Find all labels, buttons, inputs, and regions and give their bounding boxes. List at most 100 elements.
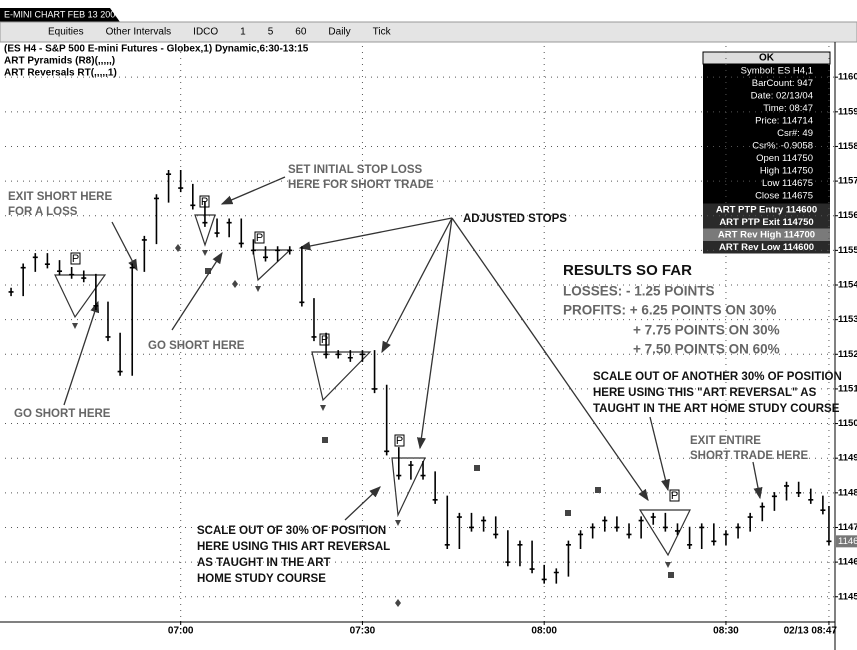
price-bar <box>553 568 559 584</box>
price-bar <box>808 488 814 504</box>
price-bar <box>238 218 244 248</box>
price-bar <box>408 460 414 480</box>
y-tick-label: 1152 <box>838 349 857 360</box>
price-bar <box>771 492 777 511</box>
price-bar <box>481 516 487 532</box>
price-bar <box>735 523 741 539</box>
price-bar <box>105 301 111 342</box>
info-study-row: ART PTP Exit 114750 <box>719 217 813 228</box>
y-tick-label: 1147 <box>838 522 857 533</box>
y-tick-label: 1146 <box>838 557 857 568</box>
svg-text:P: P <box>321 334 328 346</box>
price-bar <box>517 540 523 567</box>
toolbar-item: Daily <box>328 27 350 38</box>
info-study-row: ART PTP Entry 114600 <box>716 205 817 216</box>
info-row: Close 114675 <box>755 191 813 202</box>
svg-text:P: P <box>671 490 678 502</box>
window-tab <box>0 8 120 22</box>
x-tick-label: 07:30 <box>350 626 376 637</box>
y-tick-label: 1157 <box>838 176 857 187</box>
price-bar <box>166 170 172 203</box>
window-title: E-MINI CHART FEB 13 2004 <box>4 9 120 19</box>
price-bar <box>826 506 832 546</box>
svg-text:P: P <box>256 232 263 244</box>
y-tick-label: 1155 <box>838 245 857 256</box>
annotations: SET INITIAL STOP LOSS HERE FOR SHORT TRAD… <box>8 164 842 585</box>
y-tick-label: 1158 <box>838 141 857 152</box>
toolbar-items: Equities Other Intervals IDCO 1 5 60 Daily Tick <box>48 27 392 38</box>
y-tick-label: 1151 <box>838 383 857 394</box>
price-bar <box>747 512 753 532</box>
price-bar <box>565 540 571 577</box>
annotation: RESULTS SO FAR <box>563 262 692 279</box>
toolbar-item: Equities <box>48 27 84 38</box>
price-bar <box>638 516 644 539</box>
annotation: + 7.50 POINTS ON 60% <box>633 342 780 357</box>
price-bar <box>32 253 38 272</box>
y-tick-label: 1145 <box>838 591 857 602</box>
price-bar <box>699 523 705 549</box>
info-study-bg <box>703 228 830 241</box>
price-bar <box>723 530 729 546</box>
price-bar <box>796 481 802 497</box>
price-bar <box>614 516 620 532</box>
info-study-bg <box>703 216 830 229</box>
price-bar <box>444 495 450 549</box>
price-bar <box>178 170 184 193</box>
price-bar <box>602 516 608 532</box>
price-bar <box>505 530 511 567</box>
price-bar <box>299 246 305 307</box>
annotation: GO SHORT HERE <box>148 340 245 352</box>
price-bar <box>141 235 147 272</box>
svg-text:P: P <box>396 435 403 447</box>
toolbar-item: 1 <box>240 27 246 38</box>
annotation: GO SHORT HERE <box>14 408 111 420</box>
price-bar <box>226 218 232 238</box>
annotation: HERE USING THIS ART REVERSAL <box>197 541 390 553</box>
info-study-row: ART Rev Low 114600 <box>719 242 814 253</box>
y-tick-label: 1154 <box>838 280 857 291</box>
annotation: EXIT ENTIRE <box>690 435 761 447</box>
price-bar <box>311 298 317 342</box>
y-tick-label: 1149 <box>838 453 857 464</box>
legend-line: ART Pyramids (R8)(,,,,,) <box>4 56 115 67</box>
annotation: EXIT SHORT HERE <box>8 191 112 203</box>
price-bar <box>263 246 269 262</box>
annotation: FOR A LOSS <box>8 206 78 218</box>
price-bar <box>784 481 790 501</box>
info-study-bg <box>703 241 830 254</box>
toolbar <box>0 21 857 43</box>
svg-text:P: P <box>72 253 79 265</box>
price-bar <box>287 246 293 255</box>
price-bar <box>93 273 99 310</box>
price-bar <box>493 516 499 539</box>
price-bar <box>759 502 765 522</box>
price-bar <box>456 512 462 549</box>
price-bar <box>687 526 693 549</box>
last-price-label: 1146 <box>838 536 857 547</box>
price-bar <box>468 512 474 532</box>
price-bar <box>250 239 256 255</box>
toolbar-item: IDCO <box>193 27 218 38</box>
price-bar <box>129 263 135 376</box>
info-body <box>703 64 830 204</box>
info-row: Low 114675 <box>762 178 813 189</box>
annotation: PROFITS: + 6.25 POINTS ON 30% <box>563 303 776 318</box>
price-bar <box>117 332 123 376</box>
price-bar <box>626 523 632 539</box>
arrows <box>63 176 763 521</box>
annotation: SCALE OUT OF ANOTHER 30% OF POSITION <box>593 371 842 383</box>
price-bar <box>69 266 75 279</box>
annotation: SCALE OUT OF 30% OF POSITION <box>197 525 386 537</box>
annotation: SHORT TRADE HERE <box>690 450 809 462</box>
info-row: Open 114750 <box>756 153 813 164</box>
price-bar <box>396 447 402 480</box>
annotation: HERE USING THIS "ART REVERSAL" AS <box>593 387 817 399</box>
y-tick-label: 1153 <box>838 314 857 325</box>
price-bar <box>153 194 159 245</box>
price-bar <box>529 540 535 574</box>
legend-line: ART Reversals RT(,,,,,1) <box>4 68 117 79</box>
toolbar-item: 5 <box>268 27 274 38</box>
legend-line: (ES H4 - S&P 500 E-mini Futures - Globex… <box>4 44 309 55</box>
